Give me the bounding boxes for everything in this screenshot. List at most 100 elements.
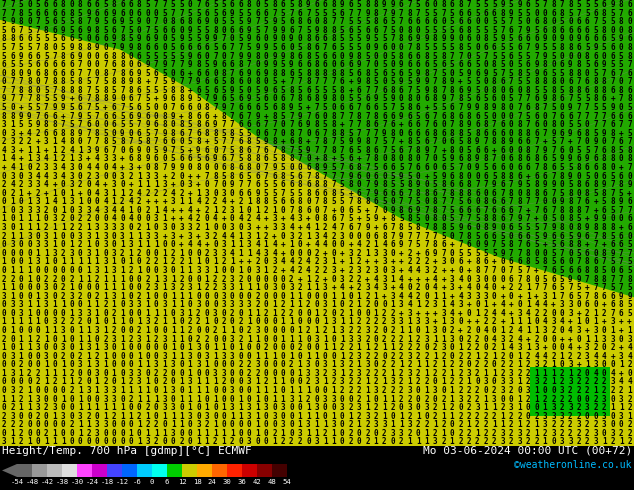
Text: 3: 3 bbox=[154, 215, 158, 223]
Text: 1: 1 bbox=[171, 300, 176, 309]
Text: 0: 0 bbox=[568, 257, 573, 267]
Text: 9: 9 bbox=[365, 34, 370, 44]
Text: 2: 2 bbox=[36, 377, 40, 387]
Text: 0: 0 bbox=[179, 403, 184, 412]
Text: 3: 3 bbox=[188, 283, 192, 292]
Text: 8: 8 bbox=[458, 95, 463, 103]
Text: 7: 7 bbox=[458, 103, 463, 112]
Text: 0: 0 bbox=[2, 129, 6, 138]
Text: 1: 1 bbox=[517, 403, 522, 412]
Text: 1: 1 bbox=[196, 438, 201, 446]
Text: 9: 9 bbox=[551, 129, 556, 138]
Text: 0: 0 bbox=[450, 257, 455, 267]
Text: 6: 6 bbox=[247, 189, 252, 198]
Text: 2: 2 bbox=[467, 394, 471, 404]
Text: 5: 5 bbox=[441, 69, 446, 78]
Text: 2: 2 bbox=[424, 257, 429, 267]
Text: 3: 3 bbox=[205, 352, 209, 361]
Text: 0: 0 bbox=[247, 206, 252, 215]
Text: 1: 1 bbox=[86, 335, 91, 343]
Text: 5: 5 bbox=[424, 26, 429, 35]
Text: 2: 2 bbox=[69, 386, 74, 395]
Text: 5: 5 bbox=[18, 0, 23, 9]
Text: 7: 7 bbox=[162, 0, 167, 9]
Text: 3: 3 bbox=[53, 249, 57, 258]
Text: 1: 1 bbox=[526, 292, 531, 301]
Text: 2: 2 bbox=[145, 189, 150, 198]
Text: 1: 1 bbox=[433, 352, 437, 361]
Text: 2: 2 bbox=[373, 352, 378, 361]
Text: 4: 4 bbox=[69, 146, 74, 155]
Text: 5: 5 bbox=[247, 9, 252, 18]
Text: 1: 1 bbox=[145, 309, 150, 318]
Text: 0: 0 bbox=[382, 77, 387, 86]
Text: 1: 1 bbox=[221, 343, 226, 352]
Text: 5: 5 bbox=[560, 266, 564, 275]
Text: 0: 0 bbox=[238, 429, 243, 438]
Text: 1: 1 bbox=[53, 146, 57, 155]
Text: 6: 6 bbox=[297, 60, 302, 69]
Text: 2: 2 bbox=[458, 377, 463, 387]
Text: 3: 3 bbox=[408, 403, 412, 412]
Text: 3: 3 bbox=[103, 420, 108, 429]
Text: 2: 2 bbox=[18, 180, 23, 189]
Text: 6: 6 bbox=[619, 266, 623, 275]
Text: +: + bbox=[120, 154, 125, 164]
Text: 8: 8 bbox=[27, 77, 32, 86]
Text: 8: 8 bbox=[526, 146, 531, 155]
Text: 3: 3 bbox=[450, 318, 455, 326]
Text: 9: 9 bbox=[560, 197, 564, 206]
Text: 5: 5 bbox=[500, 232, 505, 241]
Text: 9: 9 bbox=[509, 137, 514, 147]
Text: 7: 7 bbox=[619, 120, 623, 129]
Text: 8: 8 bbox=[517, 69, 522, 78]
Text: 2: 2 bbox=[611, 438, 615, 446]
Text: 1: 1 bbox=[281, 377, 285, 387]
Text: 9: 9 bbox=[314, 26, 319, 35]
Text: 9: 9 bbox=[348, 51, 353, 61]
Text: 0: 0 bbox=[53, 292, 57, 301]
Text: 5: 5 bbox=[120, 120, 125, 129]
Text: 5: 5 bbox=[247, 43, 252, 52]
Text: 5: 5 bbox=[348, 69, 353, 78]
Text: 5: 5 bbox=[568, 180, 573, 189]
Text: 5: 5 bbox=[162, 51, 167, 61]
Text: 0: 0 bbox=[27, 283, 32, 292]
Text: 0: 0 bbox=[517, 146, 522, 155]
Text: 0: 0 bbox=[120, 438, 125, 446]
Text: 0: 0 bbox=[36, 386, 40, 395]
Text: 6: 6 bbox=[467, 34, 471, 44]
Text: 0: 0 bbox=[281, 232, 285, 241]
Text: 5: 5 bbox=[340, 154, 344, 164]
Text: 1: 1 bbox=[120, 283, 125, 292]
Text: 2: 2 bbox=[154, 318, 158, 326]
Text: 2: 2 bbox=[560, 369, 564, 378]
Text: 6: 6 bbox=[348, 60, 353, 69]
Text: 0: 0 bbox=[162, 343, 167, 352]
Text: 1: 1 bbox=[323, 343, 328, 352]
Text: 0: 0 bbox=[188, 335, 192, 343]
Text: 8: 8 bbox=[391, 154, 395, 164]
Text: 4: 4 bbox=[103, 197, 108, 206]
Text: 0: 0 bbox=[602, 343, 607, 352]
Text: 9: 9 bbox=[416, 180, 420, 189]
Text: 0: 0 bbox=[230, 318, 235, 326]
Text: +: + bbox=[467, 318, 471, 326]
Text: 0: 0 bbox=[120, 360, 125, 369]
Text: 6: 6 bbox=[36, 60, 40, 69]
Text: 2: 2 bbox=[61, 352, 65, 361]
Text: 1: 1 bbox=[323, 420, 328, 429]
Text: 5: 5 bbox=[44, 86, 49, 95]
Text: 9: 9 bbox=[112, 9, 116, 18]
Text: 7: 7 bbox=[484, 206, 488, 215]
Text: 5: 5 bbox=[230, 146, 235, 155]
Text: 6: 6 bbox=[145, 34, 150, 44]
Text: 3: 3 bbox=[357, 335, 361, 343]
Text: 9: 9 bbox=[357, 137, 361, 147]
Text: 7: 7 bbox=[323, 172, 328, 181]
Text: 0: 0 bbox=[602, 51, 607, 61]
Text: 3: 3 bbox=[247, 377, 252, 387]
Text: 3: 3 bbox=[357, 266, 361, 275]
Text: 7: 7 bbox=[2, 9, 6, 18]
Text: 8: 8 bbox=[534, 103, 539, 112]
